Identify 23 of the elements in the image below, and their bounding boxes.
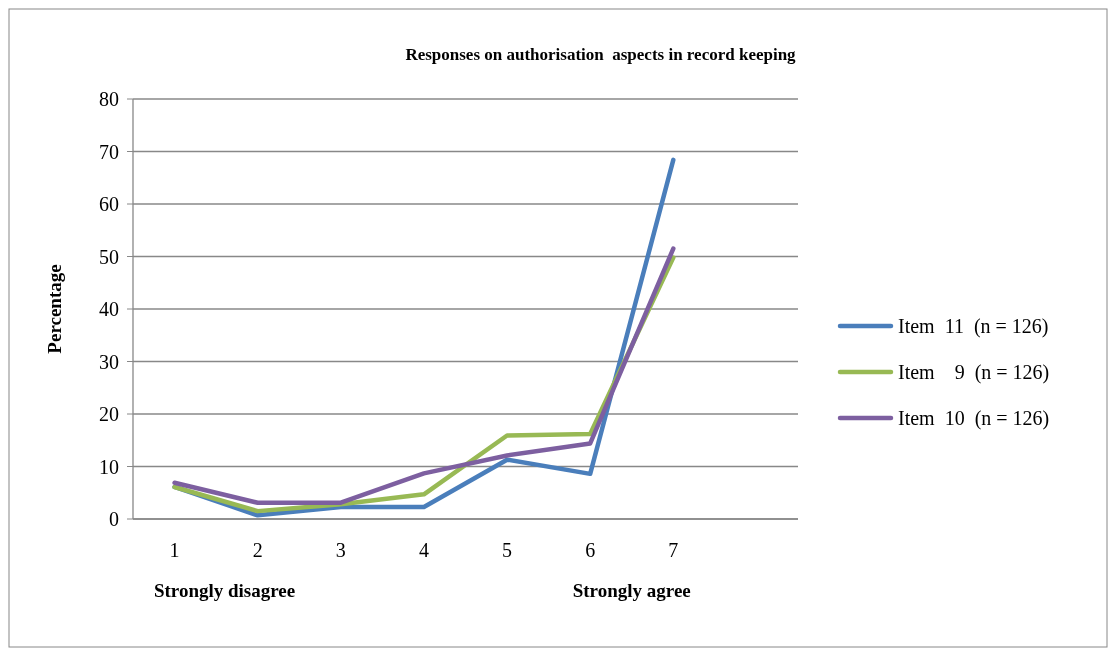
y-tick-label: 70 <box>99 140 119 163</box>
x-tick-label: 3 <box>335 539 346 561</box>
y-axis-title: Percentage <box>44 264 65 354</box>
y-tick-label: 60 <box>99 193 119 215</box>
legend-label: Item 11 (n = 126) <box>898 315 1049 338</box>
y-tick-label: 20 <box>99 403 119 425</box>
text: Strongly agree <box>572 580 691 601</box>
x-tick-label: 1 <box>169 539 180 561</box>
x-tick-label: 6 <box>585 539 596 561</box>
x-tick-label: 5 <box>502 539 513 561</box>
legend-label: Item 10 (n = 126) <box>898 407 1050 430</box>
x-tick-label: 4 <box>418 539 429 561</box>
y-tick-label: 0 <box>109 508 119 530</box>
legend-label: Item 9 (n = 126) <box>898 361 1050 384</box>
chart-title: Responses on authorisation aspects in record keeping <box>405 45 797 64</box>
x-tick-label: 7 <box>668 539 679 561</box>
y-tick-label: 10 <box>99 455 119 478</box>
y-tick-label: 50 <box>99 245 119 268</box>
y-tick-label: 80 <box>99 88 119 110</box>
text: Strongly disagree <box>153 580 296 601</box>
y-tick-label: 40 <box>99 298 119 320</box>
x-tick-label: 2 <box>252 539 263 561</box>
y-tick-label: 30 <box>99 350 119 373</box>
